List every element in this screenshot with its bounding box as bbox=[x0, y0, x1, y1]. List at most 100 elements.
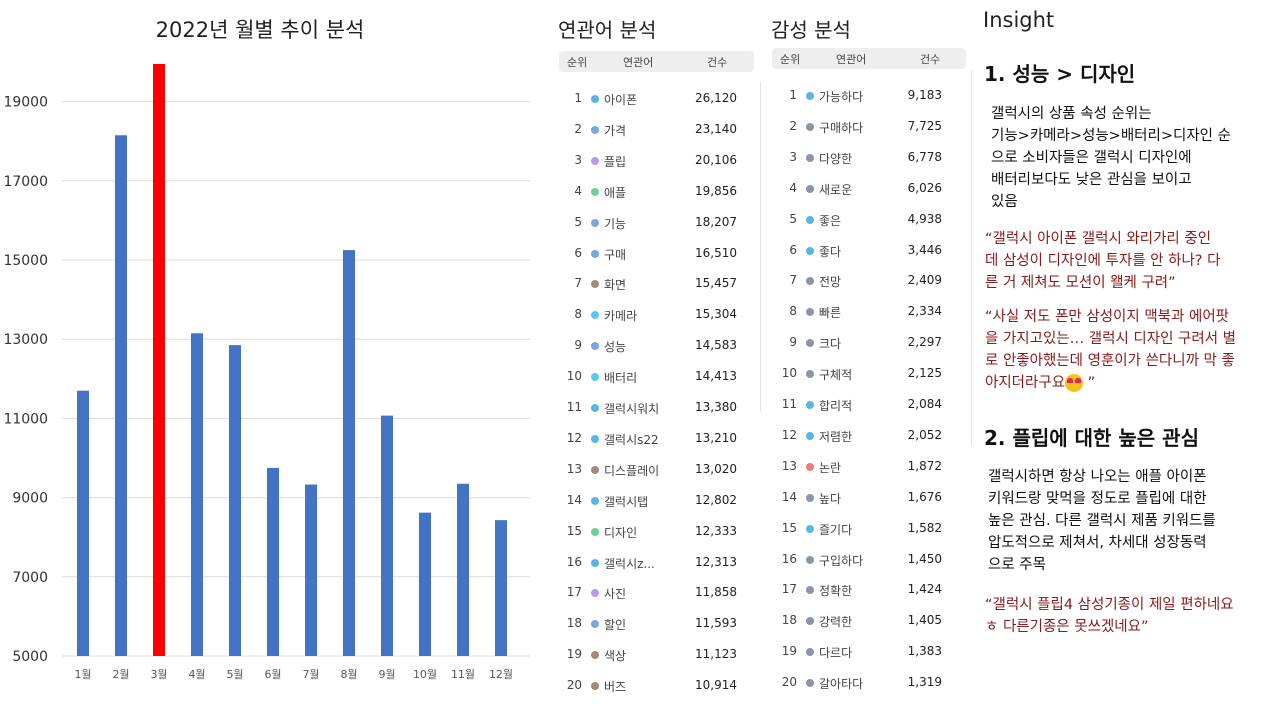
bar-9월 bbox=[381, 415, 393, 656]
keyword: 갤럭시워치 bbox=[604, 402, 660, 416]
category-dot-icon bbox=[806, 401, 814, 409]
count: 7,725 bbox=[907, 118, 942, 133]
category-dot-icon bbox=[806, 339, 814, 348]
rank: 15 bbox=[566, 523, 582, 538]
count: 10,914 bbox=[695, 678, 737, 693]
list-item: 2 가격 23,140 bbox=[562, 122, 762, 152]
rank: 18 bbox=[781, 613, 797, 628]
insight-line: 으로 소비자들은 갤럭시 디자인에 bbox=[991, 150, 1192, 166]
category-dot-icon bbox=[806, 215, 814, 224]
rank: 5 bbox=[789, 211, 797, 226]
x-tick-label: 7월 bbox=[302, 668, 319, 681]
quote-line: “갤럭시 아이폰 갤럭시 와리가리 중인 bbox=[985, 231, 1212, 247]
category-dot-icon bbox=[591, 156, 599, 165]
rank: 1 bbox=[789, 88, 797, 102]
rank: 11 bbox=[781, 397, 797, 411]
count: 19,856 bbox=[695, 183, 737, 198]
bar-6월 bbox=[267, 467, 279, 656]
y-tick-label: 11000 bbox=[3, 411, 48, 427]
keyword: 가능하다 bbox=[819, 90, 864, 104]
count: 11,123 bbox=[695, 647, 737, 662]
count: 11,858 bbox=[695, 585, 737, 600]
keyword: 구체적 bbox=[819, 368, 853, 383]
category-dot-icon bbox=[591, 404, 599, 412]
category-dot-icon bbox=[806, 555, 814, 564]
rank: 4 bbox=[789, 180, 797, 195]
category-dot-icon bbox=[591, 95, 599, 103]
keyword: 구입하다 bbox=[819, 553, 864, 568]
count: 2,125 bbox=[907, 366, 942, 381]
insight-quote-3: “갤럭시 플립4 삼성기종이 제일 편하네요 ㅎ 다른기종은 못쓰겠네요” bbox=[985, 594, 1234, 638]
keyword: 강력한 bbox=[819, 615, 853, 630]
list-item: 3 다양한 6,778 bbox=[777, 150, 977, 180]
category-dot-icon bbox=[806, 431, 814, 440]
list-item: 20 버즈 10,914 bbox=[562, 678, 762, 708]
insight-paragraph-1: 갤럭시의 상품 속성 순위는 기능>카메라>성능>배터리>디자인 순 으로 소비… bbox=[991, 103, 1231, 213]
list-item: 15 디자인 12,333 bbox=[562, 524, 762, 554]
category-dot-icon bbox=[806, 586, 814, 595]
category-dot-icon bbox=[591, 342, 599, 351]
count: 26,120 bbox=[695, 91, 737, 105]
category-dot-icon bbox=[806, 617, 814, 626]
keyword: 좋은 bbox=[819, 213, 842, 228]
category-dot-icon bbox=[591, 682, 599, 691]
keyword: 저렴한 bbox=[819, 429, 853, 444]
list-item: 10 구체적 2,125 bbox=[777, 366, 977, 396]
rank: 16 bbox=[566, 554, 582, 569]
x-tick-label: 5월 bbox=[226, 668, 243, 681]
related-header-count: 건수 bbox=[707, 56, 728, 69]
quote-line: 른 거 제쳐도 모션이 왤케 구려” bbox=[985, 275, 1176, 291]
category-dot-icon bbox=[591, 187, 599, 196]
keyword: 다양한 bbox=[819, 151, 853, 166]
category-dot-icon bbox=[806, 679, 814, 688]
rank: 18 bbox=[566, 616, 582, 631]
keyword: 카메라 bbox=[604, 309, 638, 324]
bar-8월 bbox=[343, 250, 355, 656]
count: 1,319 bbox=[907, 675, 942, 690]
category-dot-icon bbox=[806, 92, 814, 100]
keyword: 화면 bbox=[604, 278, 627, 293]
count: 6,026 bbox=[907, 180, 942, 195]
quote-line: ㅎ 다른기종은 못쓰겠네요” bbox=[985, 619, 1149, 635]
category-dot-icon bbox=[591, 651, 599, 660]
bar-5월 bbox=[229, 345, 241, 656]
rank: 14 bbox=[566, 492, 582, 507]
list-item: 17 사진 11,858 bbox=[562, 585, 762, 615]
rank: 8 bbox=[574, 307, 582, 322]
quote-line: “갤럭시 플립4 삼성기종이 제일 편하네요 bbox=[985, 597, 1234, 613]
list-item: 9 성능 14,583 bbox=[562, 338, 762, 368]
insight-line: 높은 관심. 다른 갤럭시 제품 키워드를 bbox=[988, 513, 1216, 529]
keyword: 전망 bbox=[819, 275, 842, 290]
x-tick-label: 1월 bbox=[74, 668, 91, 681]
keyword: 구매 bbox=[604, 247, 627, 262]
count: 13,020 bbox=[695, 461, 737, 476]
count: 2,084 bbox=[907, 397, 942, 411]
count: 6,778 bbox=[907, 149, 942, 164]
insight-line: 갤럭시의 상품 속성 순위는 bbox=[991, 106, 1152, 122]
category-dot-icon bbox=[591, 311, 599, 320]
category-dot-icon bbox=[806, 493, 814, 502]
list-item: 6 구매 16,510 bbox=[562, 246, 762, 276]
insight-heading-2: 2. 플립에 대한 높은 관심 bbox=[984, 426, 1199, 450]
category-dot-icon bbox=[591, 434, 599, 443]
list-item: 7 전망 2,409 bbox=[777, 273, 977, 303]
quote-text: ” bbox=[1087, 375, 1096, 391]
insight-line: 키워드랑 맞먹을 정도로 플립에 대한 bbox=[988, 491, 1207, 507]
list-item: 1 아이폰 26,120 bbox=[562, 91, 762, 121]
bar-1월 bbox=[77, 390, 89, 656]
insight-quote-1: “갤럭시 아이폰 갤럭시 와리가리 중인 데 삼성이 디자인에 투자를 안 하나… bbox=[985, 228, 1220, 294]
category-dot-icon bbox=[591, 465, 599, 474]
quote-line: “사실 저도 폰만 삼성이지 맥북과 에어팟 bbox=[985, 309, 1229, 325]
keyword: 합리적 bbox=[819, 399, 853, 413]
insight-quote-2: “사실 저도 폰만 삼성이지 맥북과 에어팟 을 가지고있는… 갤럭시 디자인 … bbox=[985, 306, 1236, 394]
count: 14,413 bbox=[695, 369, 737, 384]
keyword: 할인 bbox=[604, 618, 627, 633]
insight-heading-1: 1. 성능 > 디자인 bbox=[984, 62, 1136, 86]
category-dot-icon bbox=[806, 524, 814, 533]
rank: 14 bbox=[781, 489, 797, 504]
sentiment-header: 순위 연관어 건수 bbox=[772, 48, 966, 69]
list-item: 12 갤럭시s22 13,210 bbox=[562, 431, 762, 461]
keyword: 가격 bbox=[604, 123, 627, 138]
rank: 13 bbox=[781, 458, 797, 473]
bar-4월 bbox=[191, 333, 203, 656]
